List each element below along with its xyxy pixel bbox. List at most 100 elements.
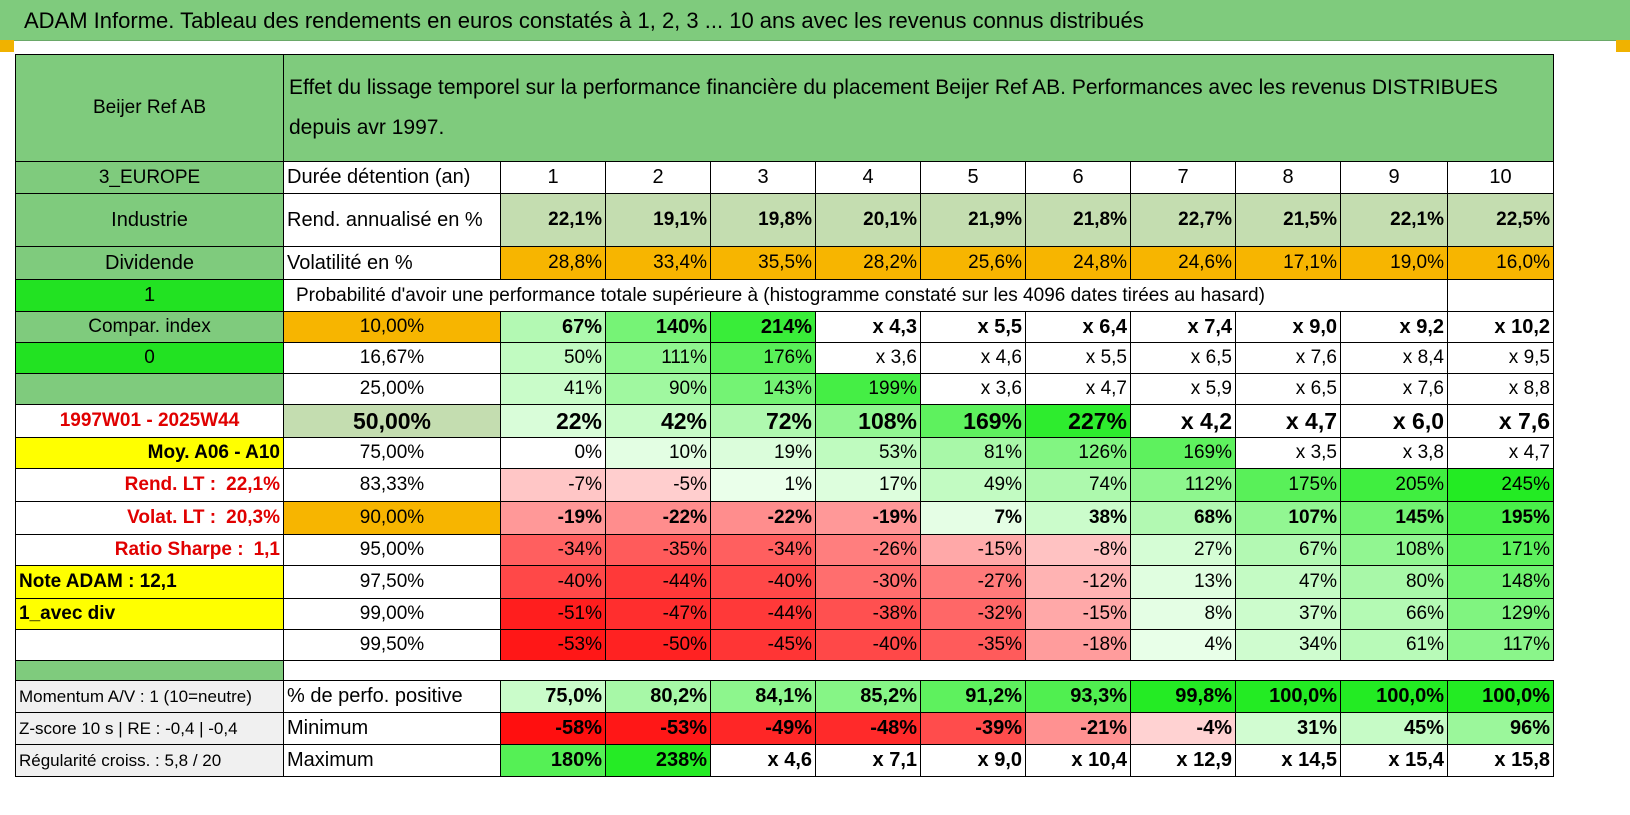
probability-value: x 3,6	[815, 342, 921, 374]
probability-value: 47%	[1235, 565, 1341, 599]
stat-value: 80,2%	[605, 680, 711, 713]
probability-value: 19%	[710, 437, 816, 469]
probability-value: x 6,5	[1130, 342, 1236, 374]
probability-value: x 9,0	[1235, 311, 1341, 343]
probability-value: x 7,6	[1447, 404, 1554, 438]
empty-green-cell	[15, 373, 284, 405]
probability-value: 72%	[710, 404, 816, 438]
probability-value: 17%	[815, 468, 921, 502]
duration-header: 3	[710, 161, 816, 194]
rend-value: 19,1%	[605, 193, 711, 247]
probability-value: -35%	[605, 534, 711, 566]
probability-value: 80%	[1340, 565, 1448, 599]
probability-value: 66%	[1340, 598, 1448, 630]
rend-value: 22,1%	[1340, 193, 1448, 247]
probability-value: x 9,2	[1340, 311, 1448, 343]
stat-label: % de perfo. positive	[283, 680, 501, 713]
probability-value: 140%	[605, 311, 711, 343]
stat-value: x 14,5	[1235, 744, 1341, 777]
probability-level: 75,00%	[283, 437, 501, 469]
probability-level: 25,00%	[283, 373, 501, 405]
stat-value: 180%	[500, 744, 606, 777]
probability-value: -15%	[1025, 598, 1131, 630]
probability-value: -7%	[500, 468, 606, 502]
sharpe-ratio-label: Ratio Sharpe :	[114, 539, 244, 560]
probability-value: x 7,6	[1340, 373, 1448, 405]
stat-value: x 9,0	[920, 744, 1026, 777]
probability-value: 8%	[1130, 598, 1236, 630]
vol-value: 19,0%	[1340, 246, 1448, 280]
probability-value: 50%	[500, 342, 606, 374]
stat-value: x 15,8	[1447, 744, 1554, 777]
sector-cell: Industrie	[15, 193, 284, 247]
probability-level: 10,00%	[283, 311, 501, 343]
stat-value: x 15,4	[1340, 744, 1448, 777]
probability-value: 143%	[710, 373, 816, 405]
corner-marker-right	[1616, 40, 1630, 52]
probability-value: -8%	[1025, 534, 1131, 566]
probability-value: x 3,8	[1340, 437, 1448, 469]
probability-value: 41%	[500, 373, 606, 405]
probability-value: 111%	[605, 342, 711, 374]
stat-value: -21%	[1025, 712, 1131, 745]
period-label: 1997W01 - 2025W44	[15, 404, 284, 438]
probability-value: -19%	[815, 501, 921, 535]
vol-label: Volatilité en %	[283, 246, 501, 280]
probability-value: x 8,4	[1340, 342, 1448, 374]
probability-value: -45%	[710, 629, 816, 661]
probability-value: x 6,4	[1025, 311, 1131, 343]
dividend-mode-value[interactable]: 1	[15, 279, 284, 312]
volat-lt-label: Volat. LT :	[127, 507, 217, 528]
compar-index-value[interactable]: 0	[15, 342, 284, 374]
probability-value: 67%	[500, 311, 606, 343]
rend-lt-label: Rend. LT :	[124, 474, 217, 495]
duration-header: 4	[815, 161, 921, 194]
probability-value: 117%	[1447, 629, 1554, 661]
dividend-cell: Dividende	[15, 246, 284, 280]
stat-value: x 7,1	[815, 744, 921, 777]
duration-header: 6	[1025, 161, 1131, 194]
stat-value: -58%	[500, 712, 606, 745]
probability-value: 148%	[1447, 565, 1554, 599]
probability-value: -15%	[920, 534, 1026, 566]
probability-value: 22%	[500, 404, 606, 438]
duration-header: 9	[1340, 161, 1448, 194]
stat-value: 100,0%	[1235, 680, 1341, 713]
probability-level: 83,33%	[283, 468, 501, 502]
probability-value: x 4,7	[1447, 437, 1554, 469]
duration-header: 1	[500, 161, 606, 194]
duration-header: 2	[605, 161, 711, 194]
probability-value: -40%	[710, 565, 816, 599]
stat-value: -4%	[1130, 712, 1236, 745]
corner-marker-left	[0, 40, 14, 52]
rend-value: 19,8%	[710, 193, 816, 247]
probability-level: 95,00%	[283, 534, 501, 566]
probability-value: -22%	[605, 501, 711, 535]
empty-cell	[15, 629, 284, 661]
region-cell: 3_EUROPE	[15, 161, 284, 194]
probability-value: 7%	[920, 501, 1026, 535]
stat-value: 100,0%	[1447, 680, 1554, 713]
indicator-label: Momentum A/V : 1 (10=neutre)	[15, 680, 284, 713]
durations-label: Durée détention (an)	[283, 161, 501, 194]
stat-value: 100,0%	[1340, 680, 1448, 713]
rend-lt-value: 22,1%	[226, 474, 280, 495]
probability-value: 38%	[1025, 501, 1131, 535]
probability-value: 81%	[920, 437, 1026, 469]
probability-value: 195%	[1447, 501, 1554, 535]
indicator-label: Z-score 10 s | RE : -0,4 | -0,4	[15, 712, 284, 745]
stat-value: x 10,4	[1025, 744, 1131, 777]
spacer-cell	[284, 661, 1554, 681]
probability-value: 34%	[1235, 629, 1341, 661]
probability-level: 99,50%	[283, 629, 501, 661]
probability-value: 4%	[1130, 629, 1236, 661]
spacer-cell	[15, 660, 284, 681]
probability-value: 49%	[920, 468, 1026, 502]
stat-label: Minimum	[283, 712, 501, 745]
probability-value: -26%	[815, 534, 921, 566]
probability-value: x 5,5	[920, 311, 1026, 343]
duration-header: 10	[1447, 161, 1554, 194]
probability-value: x 3,5	[1235, 437, 1341, 469]
probability-value: 74%	[1025, 468, 1131, 502]
probability-value: 176%	[710, 342, 816, 374]
